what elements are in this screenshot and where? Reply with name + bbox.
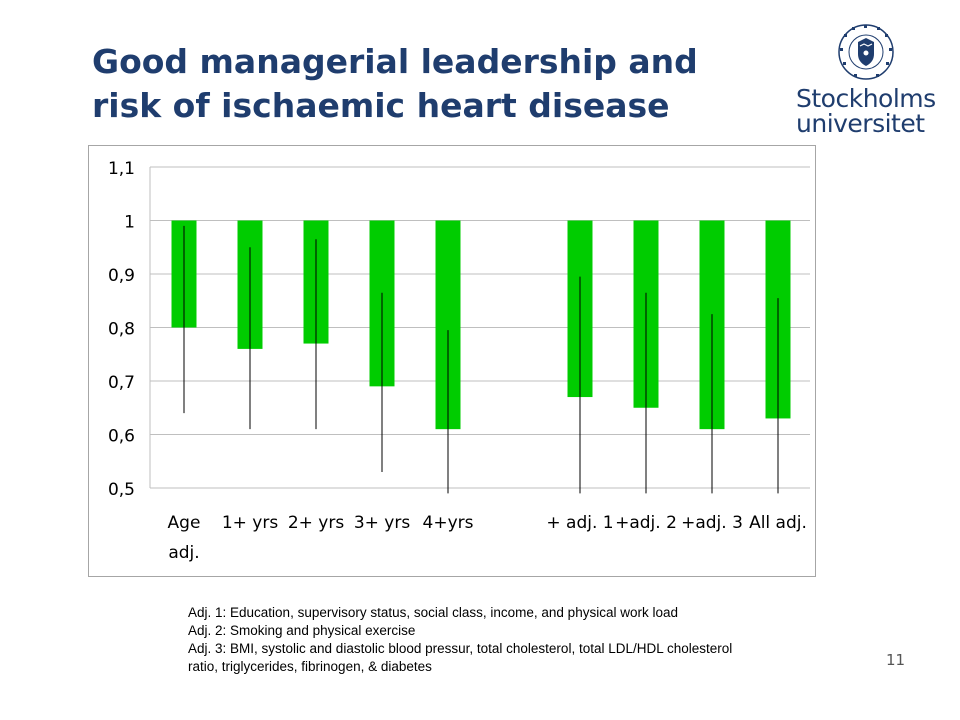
title-line-2: risk of ischaemic heart disease	[92, 86, 670, 125]
y-tick-label: 0,8	[108, 320, 135, 340]
wordmark-line-1: Stockholms	[796, 84, 936, 113]
x-tick-label: Age	[168, 513, 201, 533]
x-tick-label: 3+ yrs	[354, 513, 411, 533]
x-tick-label: 2+ yrs	[288, 513, 345, 533]
y-tick-label: 1	[124, 213, 135, 233]
x-tick-label: +adj. 2	[615, 513, 677, 533]
footnote-adj3: Adj. 3: BMI, systolic and diastolic bloo…	[188, 641, 733, 656]
footnote-adj1: Adj. 1: Education, supervisory status, s…	[188, 605, 678, 620]
page-number: 11	[886, 651, 906, 669]
x-tick-label: 1+ yrs	[222, 513, 279, 533]
university-wordmark: Stockholms universitet	[796, 86, 936, 136]
x-tick-label: 4+yrs	[423, 513, 474, 533]
footnote-adj3-cont: ratio, triglycerides, fibrinogen, & diab…	[188, 659, 432, 674]
title-line-1: Good managerial leadership and	[92, 42, 698, 81]
wordmark-line-2: universitet	[796, 109, 925, 138]
footnotes: Adj. 1: Education, supervisory status, s…	[188, 604, 848, 676]
y-tick-label: 0,5	[108, 480, 135, 500]
bar-chart: 0,5 0,6 0,7 0,8 0,9 1 1,1 Age adj. 1+ yrs 2+ yrs 3+…	[108, 159, 810, 563]
y-tick-label: 0,7	[108, 373, 135, 393]
y-tick-label: 0,9	[108, 266, 135, 286]
university-seal-icon	[838, 24, 894, 80]
footnote-adj2: Adj. 2: Smoking and physical exercise	[188, 623, 416, 638]
y-tick-label: 0,6	[108, 427, 135, 447]
x-tick-label: + adj. 1	[546, 513, 613, 533]
university-logo: Stockholms universitet	[796, 22, 936, 140]
x-tick-label: +adj. 3	[681, 513, 743, 533]
y-tick-label: 1,1	[108, 159, 135, 179]
chart-frame: 0,5 0,6 0,7 0,8 0,9 1 1,1 Age adj. 1+ yrs 2+ yrs 3+…	[88, 145, 816, 577]
x-tick-label: adj.	[168, 543, 199, 563]
x-tick-label: All adj.	[749, 513, 807, 533]
slide-title: Good managerial leadership and risk of i…	[92, 40, 752, 128]
